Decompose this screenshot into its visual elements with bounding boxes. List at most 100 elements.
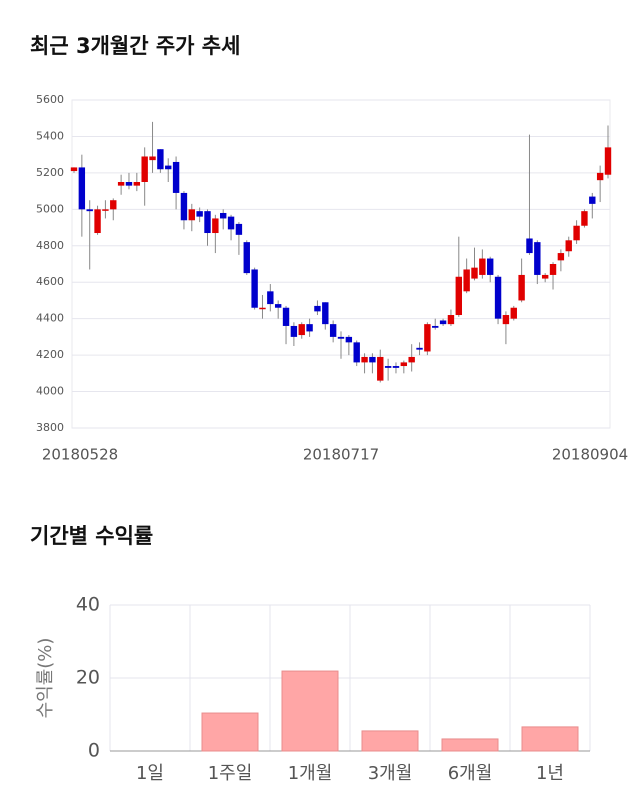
y-tick-label: 5600 xyxy=(36,93,64,106)
candle-body xyxy=(526,238,533,254)
candle-body xyxy=(204,211,211,234)
candle-body xyxy=(117,182,125,186)
candle-body xyxy=(110,200,117,210)
candle-body xyxy=(502,315,510,325)
candle-body xyxy=(487,258,494,275)
candle-body xyxy=(251,269,258,308)
x-tick-label: 1개월 xyxy=(288,763,333,784)
candle-body xyxy=(314,305,321,312)
candle-body xyxy=(510,307,517,319)
candle-body xyxy=(392,366,400,368)
candle-body xyxy=(220,212,227,219)
candle-body xyxy=(259,307,266,310)
candle-body xyxy=(573,225,580,241)
chart-title: 기간별 수익률 xyxy=(30,524,153,548)
y-tick-label: 4600 xyxy=(36,275,64,288)
candle-body xyxy=(329,324,337,337)
candle-body xyxy=(243,242,250,274)
candle-body xyxy=(589,196,596,204)
candle-body xyxy=(447,315,455,325)
candle-body xyxy=(298,324,305,336)
candle-body xyxy=(78,167,86,210)
candle-body xyxy=(541,274,549,279)
candle-body xyxy=(227,216,235,230)
candle-body xyxy=(290,325,298,337)
candle-body xyxy=(322,302,329,325)
candle-body xyxy=(86,209,93,212)
candle-body xyxy=(282,307,290,326)
chart-title: 최근 3개월간 주가 추세 xyxy=(30,34,240,58)
y-tick-label: 5400 xyxy=(36,129,64,142)
candle-body xyxy=(337,336,345,339)
candle-body xyxy=(149,156,156,161)
candle-body xyxy=(384,366,392,368)
candle-body xyxy=(212,218,219,234)
x-tick-label: 20180904 xyxy=(552,446,628,464)
candle-body xyxy=(463,269,470,292)
bar xyxy=(521,726,579,752)
candle-body xyxy=(596,172,604,181)
bar xyxy=(281,670,339,752)
y-tick-label: 4200 xyxy=(36,348,64,361)
candle-body xyxy=(267,291,274,305)
candle-body xyxy=(557,253,565,261)
candle-body xyxy=(70,167,78,172)
y-tick-label: 0 xyxy=(88,740,100,762)
candle-body xyxy=(180,192,188,221)
bar xyxy=(361,730,419,752)
bar xyxy=(201,712,259,752)
candle-body xyxy=(125,182,133,186)
candle-body xyxy=(235,223,243,235)
candle-body xyxy=(400,362,408,367)
candle-body xyxy=(549,264,557,275)
x-tick-label: 20180717 xyxy=(303,446,379,464)
x-tick-label: 1주일 xyxy=(208,763,253,784)
candle-body xyxy=(353,342,360,363)
candle-body xyxy=(306,324,313,332)
x-tick-label: 1년 xyxy=(536,763,564,784)
candle-body xyxy=(604,147,612,175)
candle-body xyxy=(188,209,195,221)
y-tick-label: 3800 xyxy=(36,421,64,434)
y-tick-label: 4800 xyxy=(36,239,64,252)
x-tick-label: 6개월 xyxy=(448,763,493,784)
y-tick-label: 20 xyxy=(76,667,100,689)
y-tick-label: 5200 xyxy=(36,166,64,179)
candle-body xyxy=(534,242,541,275)
x-tick-label: 1일 xyxy=(136,763,164,784)
candle-body xyxy=(416,347,423,350)
candle-body xyxy=(172,161,180,193)
y-tick-label: 4400 xyxy=(36,312,64,325)
x-tick-label: 20180528 xyxy=(42,446,118,464)
candle-body xyxy=(369,356,376,363)
candle-body xyxy=(165,165,172,170)
candle-body xyxy=(565,240,572,252)
candle-body xyxy=(424,324,431,352)
candle-body xyxy=(408,356,415,363)
candle-body xyxy=(157,149,164,170)
y-axis-label: 수익률(%) xyxy=(35,638,56,719)
candle-body xyxy=(196,211,203,217)
candle-body xyxy=(518,274,525,301)
y-tick-label: 40 xyxy=(76,594,100,616)
candle-body xyxy=(494,276,502,319)
candle-body xyxy=(345,336,353,343)
candle-body xyxy=(377,356,384,381)
candle-body xyxy=(479,258,486,275)
x-tick-label: 3개월 xyxy=(368,763,413,784)
candle-body xyxy=(432,325,439,328)
y-tick-label: 5000 xyxy=(36,202,64,215)
candle-body xyxy=(102,209,109,211)
candle-body xyxy=(439,320,447,325)
candle-body xyxy=(133,182,141,186)
candle-body xyxy=(361,356,368,363)
candle-body xyxy=(141,156,148,182)
y-tick-label: 4000 xyxy=(36,385,64,398)
candle-body xyxy=(471,267,478,279)
candle-body xyxy=(581,211,588,226)
bar xyxy=(441,738,499,752)
candle-body xyxy=(94,209,101,234)
candle-body xyxy=(455,276,462,316)
candle-body xyxy=(274,304,282,308)
